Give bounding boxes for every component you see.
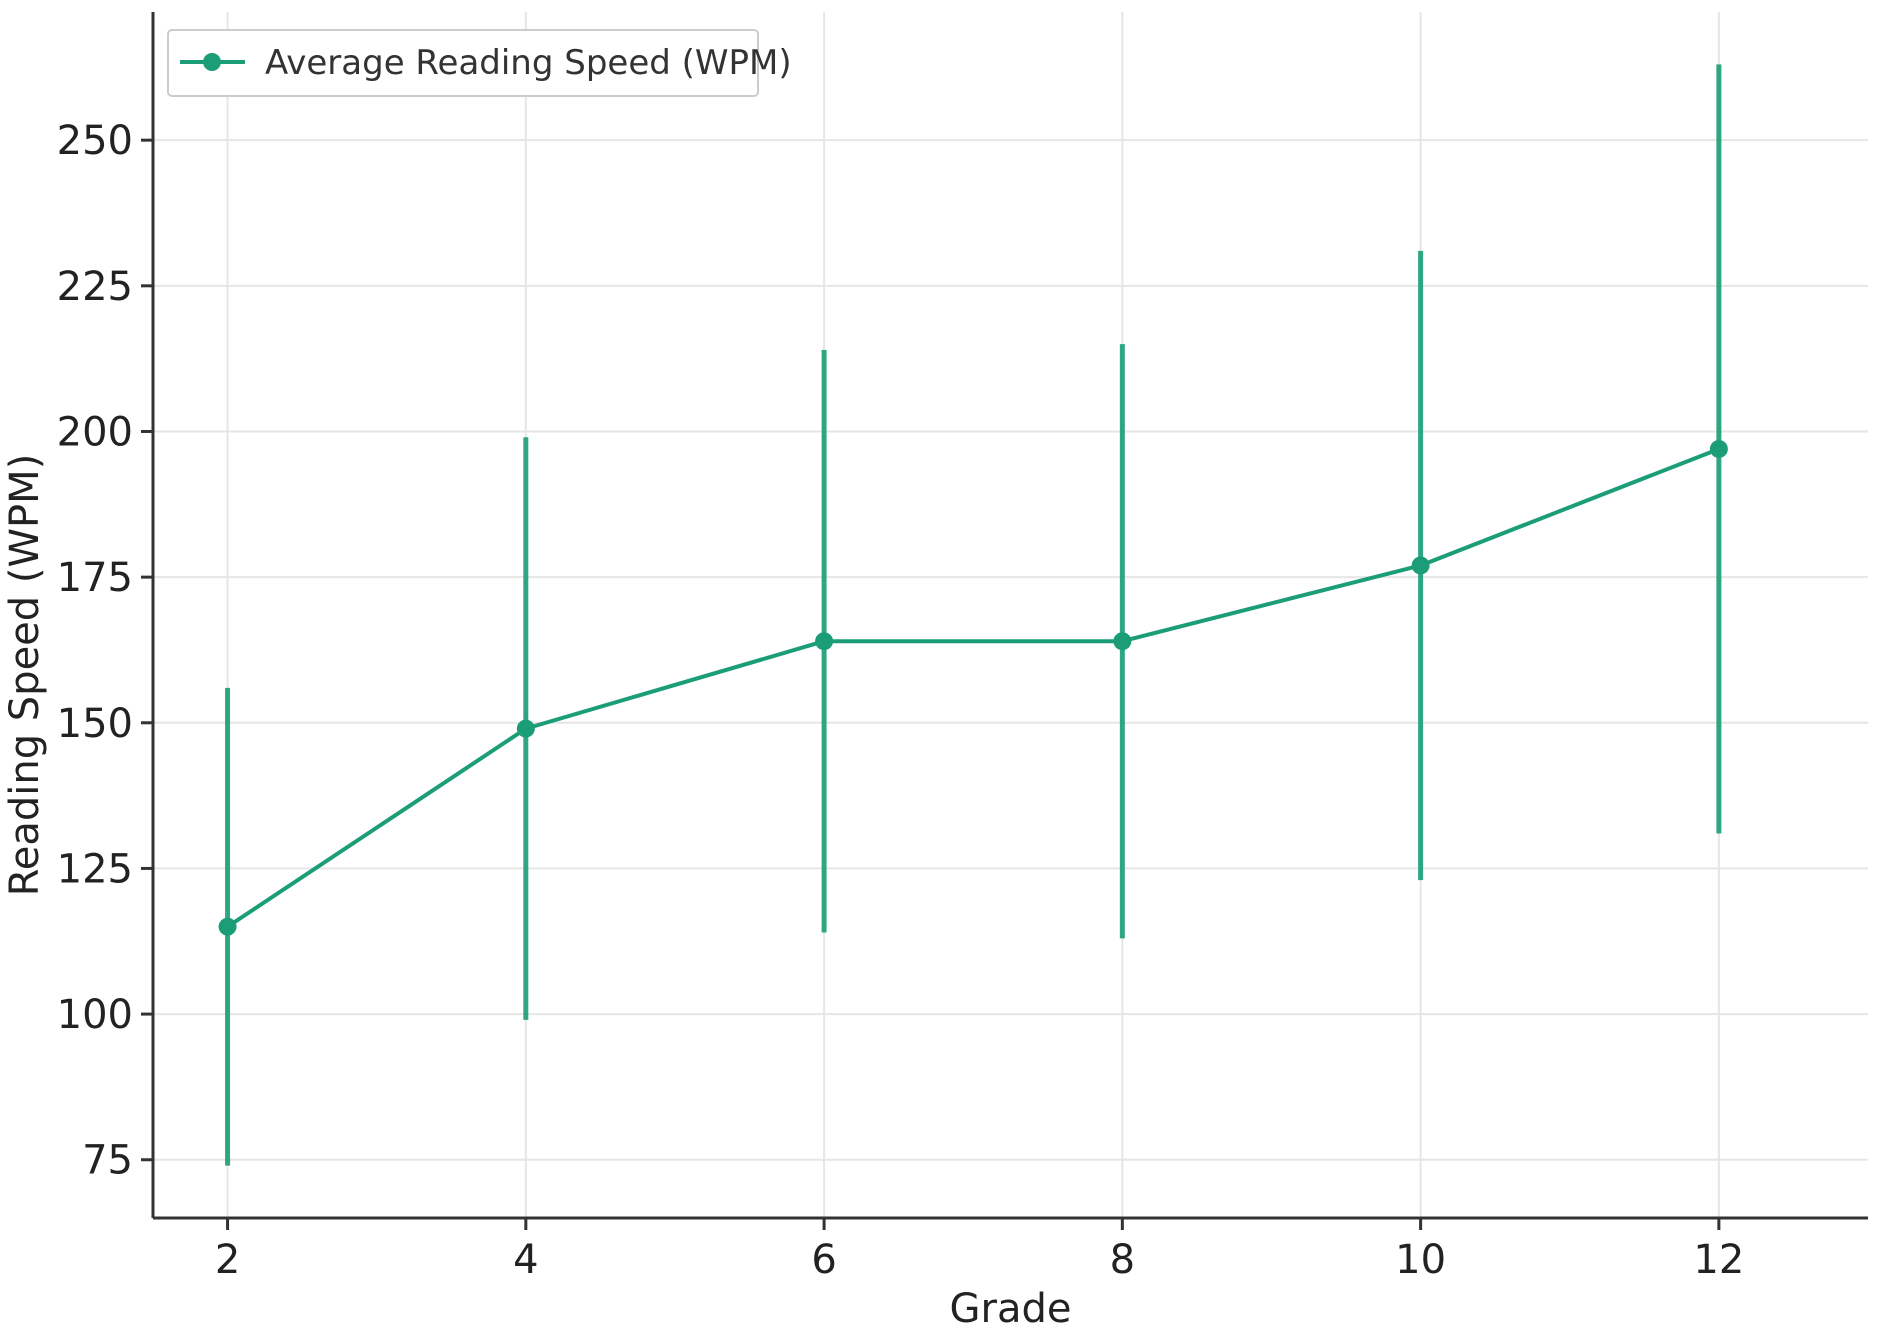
- y-tick-label: 75: [82, 1138, 133, 1184]
- y-tick-label: 225: [57, 264, 133, 310]
- grid: [153, 12, 1868, 1218]
- y-axis-label: Reading Speed (WPM): [2, 454, 48, 897]
- data-point: [516, 719, 535, 738]
- series-line: [226, 447, 1720, 929]
- data-point: [1411, 556, 1430, 575]
- x-tick-label: 2: [215, 1237, 240, 1283]
- legend-box: [167, 29, 759, 97]
- x-tick-label: 6: [811, 1237, 836, 1283]
- error-bars: [225, 64, 1722, 1166]
- x-tick-label: 10: [1395, 1237, 1446, 1283]
- data-point: [218, 917, 237, 936]
- x-axis-label: Grade: [950, 1286, 1072, 1330]
- legend-entry: Average Reading Speed (WPM): [265, 43, 792, 83]
- y-tick-label: 100: [57, 992, 133, 1038]
- y-tick-label: 150: [57, 701, 133, 747]
- series-lines: [226, 447, 1720, 929]
- x-tick-label: 8: [1110, 1237, 1135, 1283]
- data-point: [1709, 439, 1728, 458]
- axes: [151, 12, 1868, 1220]
- ticks: 2 4 6 8 10 12 75 100 125 150 175 200 225 250: [57, 118, 1745, 1283]
- legend-marker-swatch: [203, 53, 221, 71]
- y-tick-label: 175: [57, 555, 133, 601]
- x-tick-label: 4: [513, 1237, 538, 1283]
- y-tick-label: 200: [57, 409, 133, 455]
- legend: Average Reading Speed (WPM): [167, 29, 792, 97]
- data-point: [1113, 632, 1132, 651]
- y-tick-label: 125: [57, 846, 133, 892]
- data-point: [815, 632, 834, 651]
- series-markers: [218, 439, 1728, 936]
- x-tick-label: 12: [1693, 1237, 1744, 1283]
- y-tick-label: 250: [57, 118, 133, 164]
